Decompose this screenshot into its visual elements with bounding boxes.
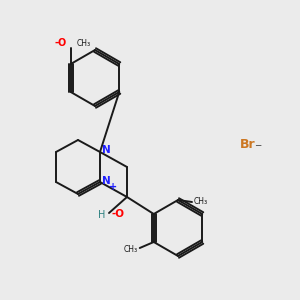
Text: N: N: [102, 176, 111, 186]
Text: H: H: [98, 210, 106, 220]
Text: CH₃: CH₃: [77, 38, 91, 47]
Text: -O: -O: [111, 209, 124, 219]
Text: ⁻: ⁻: [254, 142, 262, 156]
Text: CH₃: CH₃: [194, 197, 208, 206]
Text: N: N: [102, 145, 111, 155]
Text: -O: -O: [55, 38, 67, 48]
Text: +: +: [109, 182, 117, 192]
Text: CH₃: CH₃: [124, 245, 138, 254]
Text: Br: Br: [240, 139, 256, 152]
